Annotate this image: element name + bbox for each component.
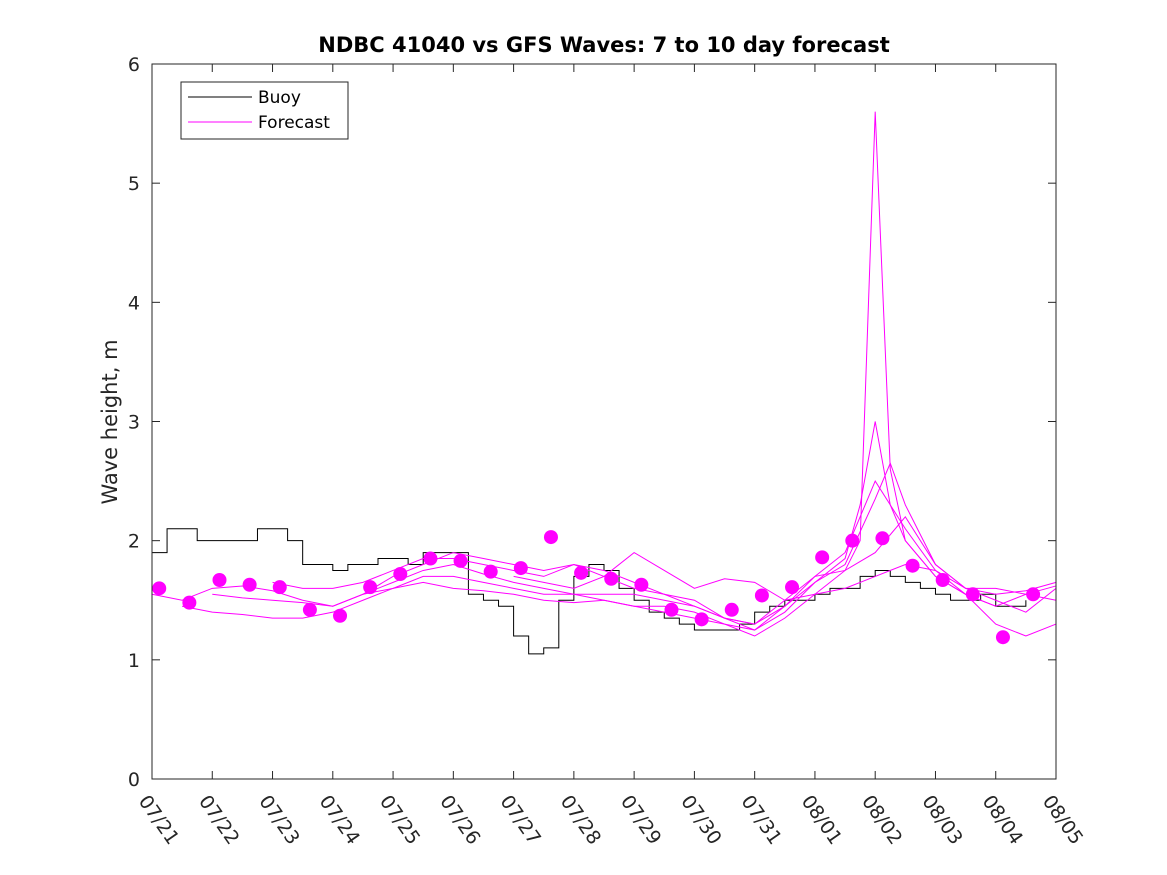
y-tick-label: 2: [128, 531, 140, 553]
legend-box: [180, 81, 349, 140]
forecast-marker: [483, 564, 498, 579]
forecast-series-line-4: [272, 461, 1057, 631]
forecast-marker: [995, 630, 1010, 645]
forecast-marker: [875, 531, 890, 546]
legend: Buoy Forecast: [180, 81, 349, 140]
x-tick-label: 08/04: [978, 791, 1027, 848]
x-tick-label: 07/27: [496, 791, 545, 848]
forecast-marker: [182, 595, 197, 610]
x-tick-label: 08/05: [1038, 791, 1087, 848]
y-tick-label: 0: [128, 769, 140, 791]
y-tick-label: 1: [128, 650, 140, 672]
y-tick-label: 3: [128, 412, 140, 434]
forecast-marker: [152, 581, 167, 596]
forecast-marker: [935, 572, 950, 587]
y-tick-label: 6: [128, 54, 140, 76]
forecast-marker: [363, 580, 378, 595]
forecast-marker: [754, 588, 769, 603]
forecast-marker: [242, 577, 257, 592]
forecast-series-line-6: [513, 551, 1057, 601]
forecast-marker: [513, 561, 528, 576]
plot-background: [152, 64, 1056, 779]
forecast-marker: [785, 580, 800, 595]
x-tick-label: 07/24: [315, 791, 364, 848]
x-tick-label: 08/01: [797, 791, 846, 848]
forecast-marker: [694, 612, 709, 627]
x-tick-label: 08/02: [857, 791, 906, 848]
forecast-marker: [393, 567, 408, 582]
forecast-marker: [815, 550, 830, 565]
series-layer: [151, 111, 1057, 655]
x-tick-label: 07/26: [435, 791, 484, 848]
forecast-marker: [423, 551, 438, 566]
forecast-series-line-5: [362, 480, 996, 625]
x-tick-label: 07/28: [556, 791, 605, 848]
forecast-marker: [604, 571, 619, 586]
y-tick-label: 5: [128, 173, 140, 195]
forecast-marker: [453, 553, 468, 568]
chart-title: NDBC 41040 vs GFS Waves: 7 to 10 day for…: [318, 33, 889, 57]
x-tick-label: 07/25: [375, 791, 424, 848]
y-axis-label: Wave height, m: [98, 339, 122, 504]
x-tick-label: 07/23: [254, 791, 303, 848]
legend-forecast-label: Forecast: [258, 113, 330, 133]
forecast-marker: [965, 587, 980, 602]
forecast-marker: [664, 602, 679, 617]
x-tick-label: 07/22: [194, 791, 243, 848]
y-tick-label: 4: [128, 292, 140, 314]
forecast-marker: [845, 533, 860, 548]
forecast-marker: [634, 577, 649, 592]
forecast-marker: [724, 602, 739, 617]
legend-buoy-label: Buoy: [258, 88, 301, 108]
forecast-marker: [302, 602, 317, 617]
forecast-marker: [272, 580, 287, 595]
forecast-marker: [905, 558, 920, 573]
forecast-series-line-1: [151, 515, 1057, 625]
forecast-series-line-3: [212, 111, 1057, 637]
forecast-marker: [1026, 587, 1041, 602]
forecast-marker: [333, 608, 348, 623]
x-tick-label: 07/31: [737, 791, 786, 848]
x-tick-label: 07/30: [676, 791, 725, 848]
forecast-marker: [574, 565, 589, 580]
x-tick-label: 07/29: [616, 791, 665, 848]
x-tick-label: 08/03: [917, 791, 966, 848]
x-tick-label: 07/21: [134, 791, 183, 848]
forecast-marker: [212, 572, 227, 587]
forecast-marker: [543, 530, 558, 545]
